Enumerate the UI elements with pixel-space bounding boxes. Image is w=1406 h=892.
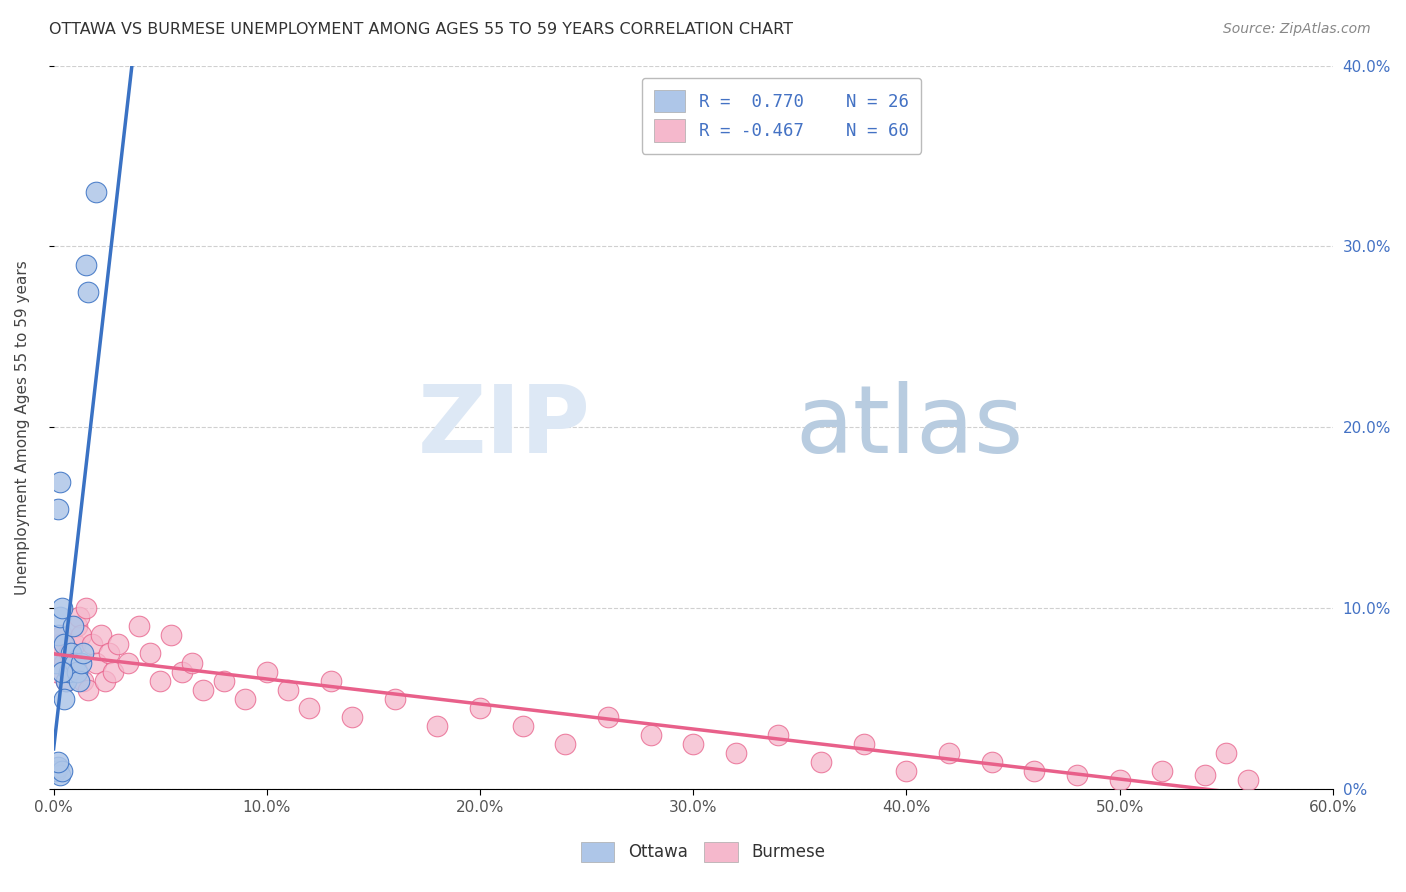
Point — [62, 665, 84, 679]
Point — [66, 665, 89, 679]
Point — [63, 637, 86, 651]
Point — [980, 755, 1002, 769]
Point — [810, 755, 832, 769]
Point — [51, 601, 73, 615]
Point — [51, 665, 73, 679]
Point — [1236, 773, 1258, 788]
Point — [98, 647, 121, 661]
Point — [896, 764, 918, 778]
Point — [724, 746, 747, 760]
Point — [70, 656, 93, 670]
Point — [84, 656, 107, 670]
Text: OTTAWA VS BURMESE UNEMPLOYMENT AMONG AGES 55 TO 59 YEARS CORRELATION CHART: OTTAWA VS BURMESE UNEMPLOYMENT AMONG AGE… — [49, 22, 793, 37]
Point — [89, 628, 111, 642]
Point — [149, 673, 172, 688]
Point — [55, 673, 77, 688]
Point — [640, 728, 662, 742]
Point — [107, 637, 129, 651]
Point — [1152, 764, 1174, 778]
Point — [256, 665, 278, 679]
Point — [138, 647, 160, 661]
Point — [67, 610, 90, 624]
Point — [938, 746, 960, 760]
Point — [46, 755, 69, 769]
Point — [67, 673, 90, 688]
Point — [49, 610, 72, 624]
Point — [554, 737, 576, 751]
Point — [58, 665, 80, 679]
Y-axis label: Unemployment Among Ages 55 to 59 years: Unemployment Among Ages 55 to 59 years — [15, 260, 30, 595]
Point — [45, 764, 67, 778]
Point — [80, 637, 103, 651]
Point — [75, 258, 97, 272]
Point — [117, 656, 139, 670]
Point — [384, 691, 406, 706]
Point — [53, 637, 76, 651]
Point — [1024, 764, 1046, 778]
Point — [596, 710, 619, 724]
Point — [45, 665, 67, 679]
Point — [59, 647, 82, 661]
Text: atlas: atlas — [796, 382, 1024, 474]
Point — [49, 767, 72, 781]
Point — [53, 691, 76, 706]
Point — [426, 719, 449, 733]
Point — [70, 628, 93, 642]
Point — [235, 691, 257, 706]
Point — [76, 285, 98, 299]
Point — [46, 501, 69, 516]
Point — [51, 628, 73, 642]
Point — [1194, 767, 1216, 781]
Point — [181, 656, 204, 670]
Point — [45, 656, 67, 670]
Point — [852, 737, 875, 751]
Point — [59, 656, 82, 670]
Legend: Ottawa, Burmese: Ottawa, Burmese — [572, 833, 834, 871]
Point — [62, 619, 84, 633]
Point — [191, 682, 214, 697]
Point — [1215, 746, 1237, 760]
Point — [103, 665, 125, 679]
Point — [468, 700, 491, 714]
Point — [76, 682, 98, 697]
Point — [46, 760, 69, 774]
Point — [1108, 773, 1130, 788]
Point — [298, 700, 321, 714]
Text: Source: ZipAtlas.com: Source: ZipAtlas.com — [1223, 22, 1371, 37]
Text: ZIP: ZIP — [418, 382, 591, 474]
Point — [75, 601, 97, 615]
Point — [94, 673, 117, 688]
Point — [160, 628, 183, 642]
Point — [512, 719, 534, 733]
Point — [51, 764, 73, 778]
Point — [66, 619, 89, 633]
Point — [170, 665, 193, 679]
Legend: R =  0.770    N = 26, R = -0.467    N = 60: R = 0.770 N = 26, R = -0.467 N = 60 — [641, 78, 921, 153]
Point — [46, 628, 69, 642]
Point — [277, 682, 299, 697]
Point — [46, 647, 69, 661]
Point — [53, 656, 76, 670]
Point — [319, 673, 342, 688]
Point — [128, 619, 150, 633]
Point — [768, 728, 790, 742]
Point — [49, 637, 72, 651]
Point — [682, 737, 704, 751]
Point — [340, 710, 363, 724]
Point — [72, 673, 94, 688]
Point — [49, 475, 72, 489]
Point — [72, 647, 94, 661]
Point — [1066, 767, 1088, 781]
Point — [63, 656, 86, 670]
Point — [58, 647, 80, 661]
Point — [212, 673, 235, 688]
Point — [84, 185, 107, 199]
Point — [55, 673, 77, 688]
